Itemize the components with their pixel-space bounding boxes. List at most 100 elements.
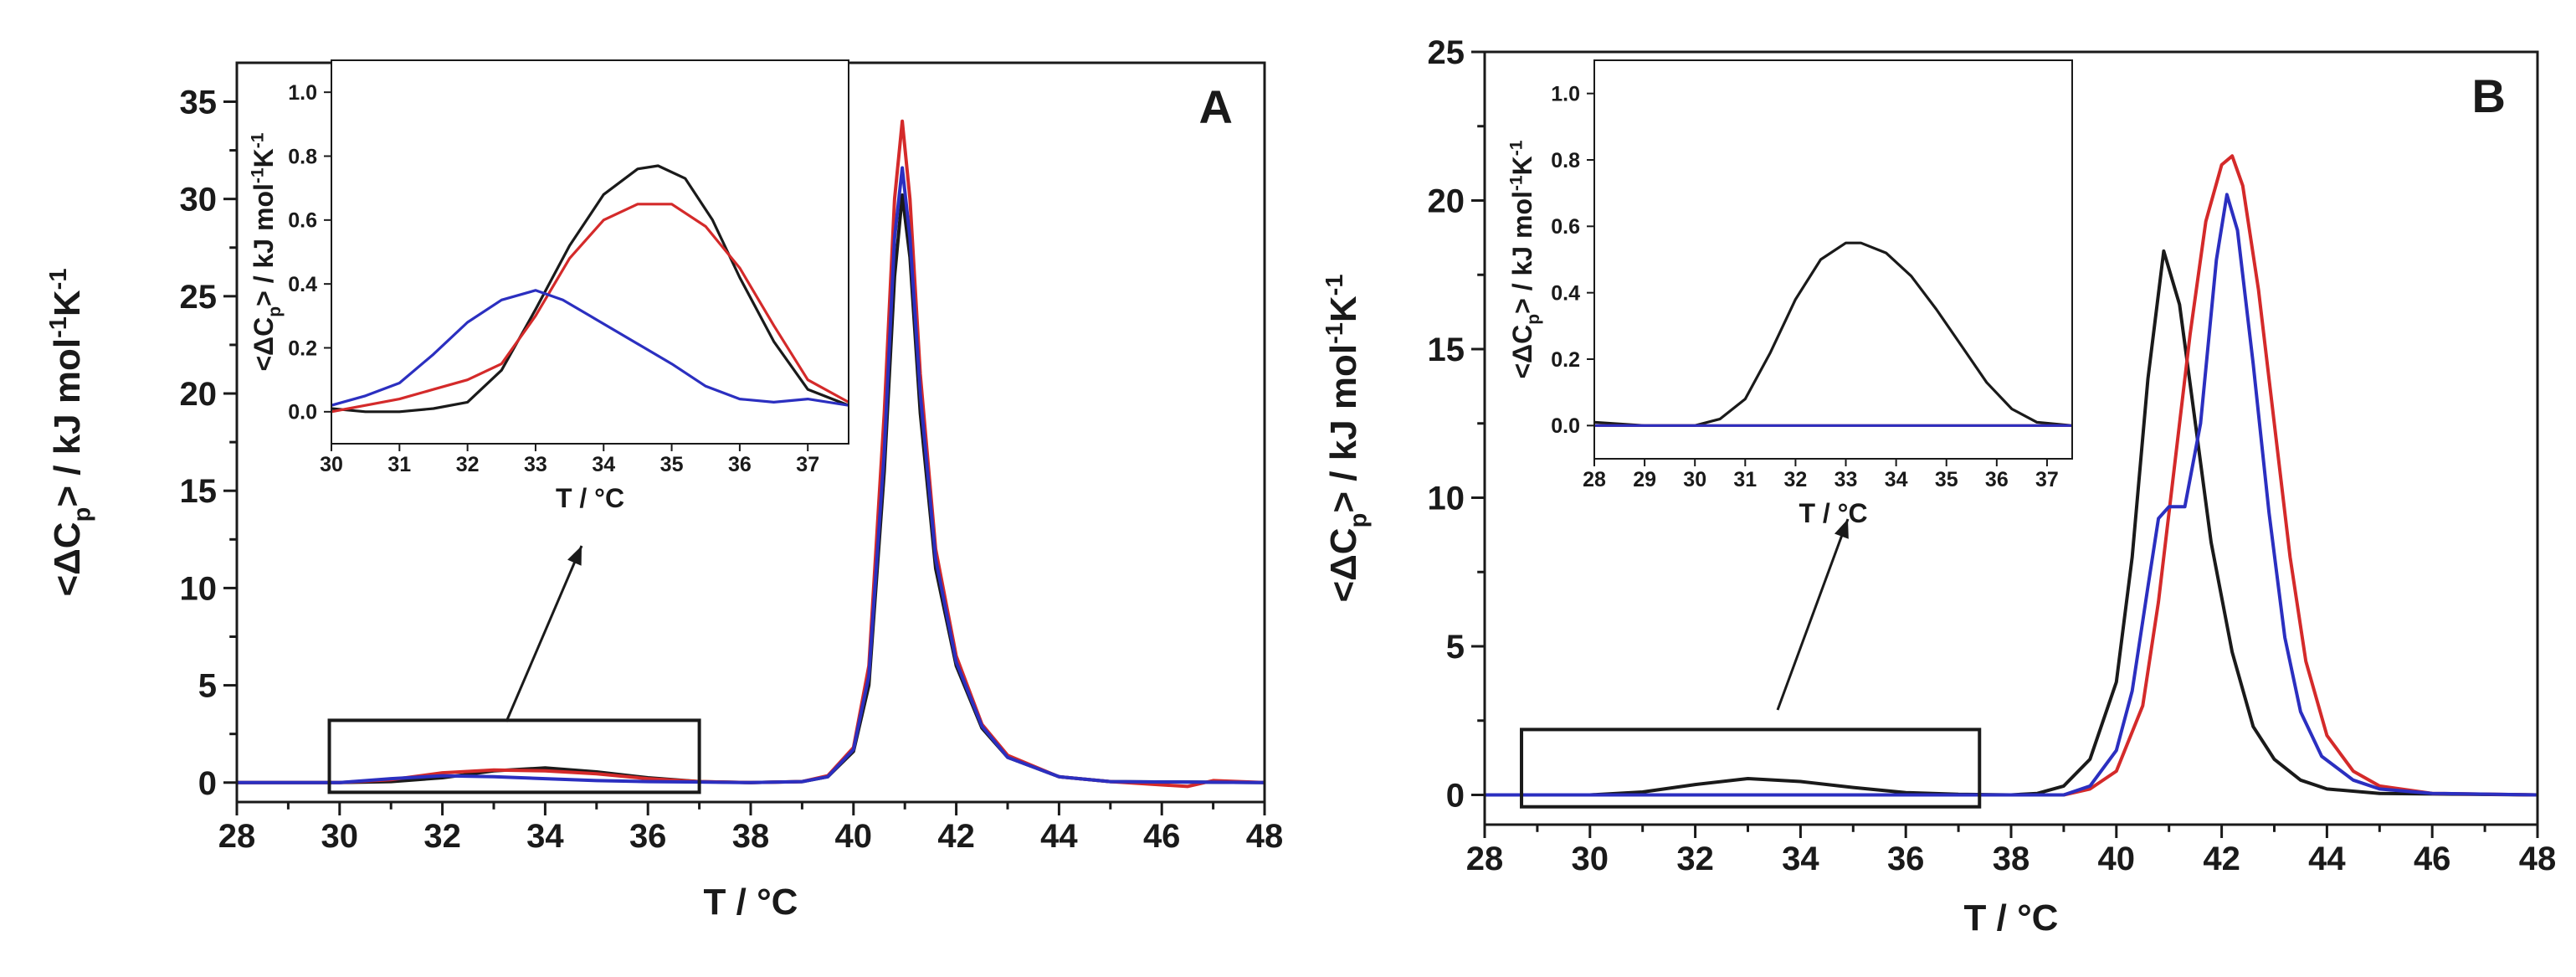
- B-xtick-label-6: 40: [2098, 841, 2136, 877]
- A-inset-ytick-label-1: 0.2: [288, 337, 317, 360]
- A-ytick-label-1: 5: [198, 668, 217, 705]
- chart-A: 28 30 32 34 36 38 40 42 44 46 48 0 5 10 15 20 25 30 35 T / …: [45, 61, 1284, 923]
- chart-B: 28 30 32 34 36 38 40 42 44 46 48 0 5 10 15 20 25 T / °C <Δ…: [1321, 34, 2556, 938]
- A-inset-xlabel: T / °C: [556, 483, 624, 513]
- A-xtick-label-9: 46: [1143, 818, 1181, 855]
- chart-B-inset: 28 29 30 31 32 33 34 35 36 37 0.0 0.2 0.4 0.6 0.8 1.0 T …: [1506, 59, 2073, 528]
- A-inset-ylabel-part-5: -1: [248, 132, 267, 148]
- B-inset-series-black-line: [1594, 241, 2072, 427]
- B-series-black-line: [1485, 249, 2538, 797]
- A-xtick-label-7: 42: [937, 818, 975, 855]
- B-inset-xlabel: T / °C: [1799, 498, 1867, 528]
- A-inset-ylabel-part-1: p: [265, 306, 285, 317]
- B-inset-xtick-label-7: 35: [1935, 468, 1958, 491]
- A-xtick-label-2: 32: [423, 818, 461, 855]
- A-xtick-label-10: 48: [1246, 818, 1284, 855]
- A-ytick-label-5: 25: [180, 279, 218, 316]
- B-xtick-label-4: 36: [1887, 841, 1925, 877]
- A-inset-ylabel-part-3: -1: [248, 167, 267, 183]
- B-inset-xtick-label-3: 31: [1733, 468, 1757, 491]
- A-inset-ylabel: <ΔCp> / kJ mol-1K-1: [248, 132, 284, 371]
- A-xtick-label-3: 34: [526, 818, 564, 855]
- B-ytick-label-2: 10: [1428, 481, 1465, 517]
- B-ylabel-part-1: p: [1345, 513, 1372, 528]
- A-xtick-label-0: 28: [218, 818, 256, 855]
- B-inset-series-group: [1594, 241, 2072, 427]
- B-inset-ylabel-part-3: -1: [1506, 175, 1526, 191]
- A-inset-ylabel-part-4: K: [249, 148, 279, 167]
- B-inset-plot-frame: [1593, 59, 2073, 460]
- B-inset-xtick-label-8: 36: [1985, 468, 2009, 491]
- A-xtick-label-5: 38: [732, 818, 770, 855]
- B-inset-ylabel-part-4: K: [1507, 156, 1537, 175]
- A-series-group: [237, 119, 1265, 789]
- panel-label-B: B: [2472, 69, 2506, 122]
- A-ylabel-part-4: K: [47, 290, 88, 316]
- A-inset-ytick-label-4: 0.8: [288, 145, 317, 168]
- B-inset-xtick-label-6: 34: [1885, 468, 1908, 491]
- B-ytick-label-3: 15: [1428, 332, 1465, 368]
- A-ytick-label-2: 10: [180, 570, 218, 607]
- A-ylabel-part-2: > / kJ mol: [47, 338, 88, 507]
- A-ylabel: <ΔCp> / kJ mol-1K-1: [45, 268, 95, 596]
- B-inset-ytick-label-3: 0.6: [1551, 215, 1580, 239]
- A-ytick-label-3: 15: [180, 473, 218, 510]
- A-inset-ytick-label-2: 0.4: [288, 273, 317, 296]
- B-ytick-label-1: 5: [1446, 629, 1465, 666]
- A-inset-xtick-label-3: 33: [524, 453, 547, 476]
- A-inset-xtick-label-6: 36: [728, 453, 752, 476]
- B-inset-xtick-label-0: 28: [1583, 468, 1606, 491]
- B-zoom-box: [1520, 728, 1982, 809]
- B-series-red-line: [1485, 154, 2538, 797]
- A-inset-xtick-label-4: 34: [592, 453, 615, 476]
- arrow-B-head: [1834, 519, 1849, 539]
- B-ylabel: <ΔCp> / kJ mol-1K-1: [1321, 274, 1372, 602]
- B-ytick-label-5: 25: [1428, 34, 1465, 71]
- A-inset-xtick-label-0: 30: [320, 453, 343, 476]
- arrow-A-head: [567, 546, 582, 566]
- A-inset-plot-frame: [331, 59, 849, 445]
- B-series-blue-line: [1485, 193, 2538, 797]
- B-inset-xtick-label-5: 33: [1835, 468, 1858, 491]
- B-inset-xtick-label-9: 37: [2035, 468, 2059, 491]
- A-inset-ytick-label-3: 0.6: [288, 209, 317, 233]
- B-inset-xtick-label-1: 29: [1633, 468, 1656, 491]
- A-inset-xtick-label-2: 32: [456, 453, 480, 476]
- A-xtick-label-1: 30: [321, 818, 359, 855]
- B-inset-ytick-label-4: 0.8: [1551, 149, 1580, 172]
- B-xtick-label-7: 42: [2203, 841, 2240, 877]
- A-ytick-label-4: 20: [180, 376, 218, 413]
- A-inset-xtick-label-1: 31: [387, 453, 411, 476]
- A-xtick-label-4: 36: [629, 818, 667, 855]
- B-xtick-label-3: 34: [1782, 841, 1819, 877]
- B-inset-ytick-label-5: 1.0: [1551, 82, 1580, 105]
- B-inset-xtick-label-2: 30: [1683, 468, 1706, 491]
- A-inset-ylabel-part-2: > / kJ mol: [249, 183, 279, 306]
- A-inset-ytick-label-5: 1.0: [288, 81, 317, 105]
- A-inset-series-blue-line: [331, 289, 849, 407]
- B-xtick-label-1: 30: [1572, 841, 1609, 877]
- A-ylabel-part-3: -1: [45, 316, 72, 338]
- A-ytick-label-6: 30: [180, 182, 218, 219]
- B-xtick-label-8: 44: [2308, 841, 2346, 877]
- B-inset-plot-bg: [1594, 60, 2072, 459]
- B-inset-ylabel-part-2: > / kJ mol: [1507, 191, 1537, 314]
- B-ylabel-part-5: -1: [1321, 274, 1348, 296]
- A-inset-series-black-line: [331, 164, 849, 414]
- B-inset-ylabel-part-1: p: [1524, 314, 1543, 325]
- A-inset-ytick-label-0: 0.0: [288, 401, 317, 424]
- B-ylabel-part-2: > / kJ mol: [1323, 344, 1364, 513]
- A-ylabel-part-1: p: [69, 507, 95, 522]
- A-ylabel-part-5: -1: [45, 268, 72, 290]
- B-inset-ylabel-part-5: -1: [1506, 140, 1526, 156]
- B-ylabel-part-3: -1: [1321, 322, 1348, 344]
- A-inset-series-red-line: [331, 203, 849, 414]
- B-xtick-label-10: 48: [2519, 841, 2557, 877]
- A-inset-plot-bg: [331, 60, 849, 444]
- B-xtick-label-9: 46: [2414, 841, 2451, 877]
- B-inset-ytick-label-1: 0.2: [1551, 348, 1580, 372]
- B-series-group: [1485, 154, 2538, 797]
- A-inset-xtick-label-7: 37: [796, 453, 819, 476]
- chart-A-inset: 30 31 32 33 34 35 36 37 0.0 0.2 0.4 0.6 0.8 1.0 T / °C…: [248, 59, 849, 513]
